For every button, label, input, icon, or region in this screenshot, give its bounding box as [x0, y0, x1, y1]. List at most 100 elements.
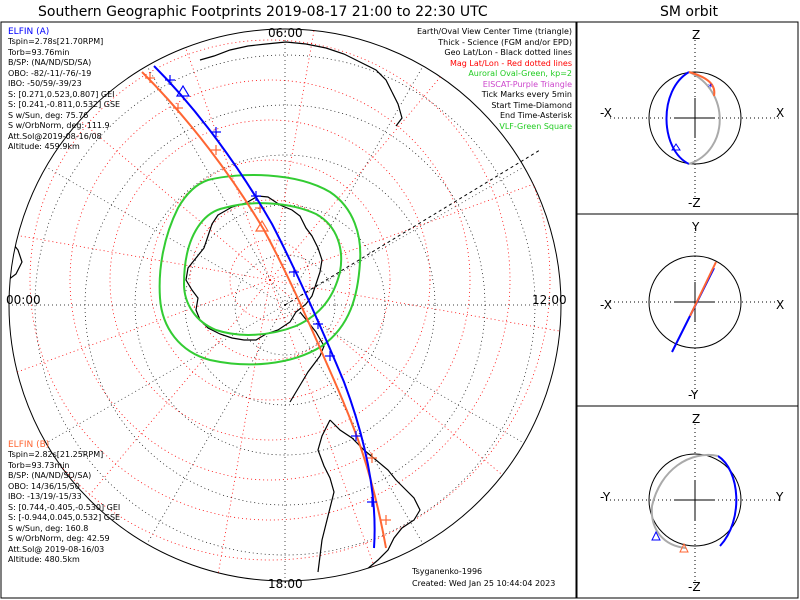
mag-lon-line	[269, 279, 524, 493]
info-line: S: [0.271,0.523,0.807] GEI	[8, 89, 115, 99]
orbit-axis-label: X	[776, 106, 785, 120]
orbit-axis-label: Z	[692, 412, 701, 426]
info-line: S w/OrbNorm, deg: 42.59	[8, 534, 110, 543]
orbit-panel-frame-3	[576, 405, 799, 599]
south-america-west-coast	[317, 419, 335, 573]
elfin-b-track	[141, 71, 391, 549]
auroral-oval-inner	[182, 202, 343, 336]
info-line: B/SP: (NA/ND/SD/SA)	[8, 471, 92, 480]
orbit-b	[689, 261, 717, 317]
elfin-b-footprint-line	[141, 71, 387, 549]
info-line: S w/Sun, deg: 160.8	[8, 523, 89, 533]
earth-circle	[648, 71, 742, 165]
view-triangle	[671, 143, 681, 151]
end-asterisk: *	[708, 83, 713, 93]
orbit-b	[650, 454, 719, 549]
view-center-triangle-a	[175, 84, 191, 97]
auroral-ovals	[158, 174, 362, 366]
mlt-label-left: 00:00	[6, 293, 41, 307]
africa-coastline	[199, 41, 393, 93]
geo-latlon-grid	[9, 29, 561, 581]
legend-item: VLF-Green Square	[499, 121, 572, 131]
mlt-label-bottom: 18:00	[268, 577, 303, 591]
elfin-a-info: ELFIN (A) Tspin=2.78s[21.70RPM] Torb=93.7…	[8, 27, 120, 153]
mag-lat-circle	[189, 199, 351, 361]
mag-lat-circle	[149, 159, 391, 401]
orbit-axis-label: -X	[600, 106, 612, 120]
figure-title: Southern Geographic Footprints 2019-08-1…	[38, 4, 488, 20]
elfin-a-title: ELFIN (A)	[8, 27, 50, 37]
legend-item: Start Time-Diamond	[491, 100, 572, 110]
legend-item: EISCAT-Purple Triangle	[482, 79, 572, 89]
info-line: S: [0.744,-0.405,-0.530] GEI	[8, 502, 121, 512]
orbit-a	[717, 455, 738, 547]
mag-lon-line	[9, 222, 271, 281]
elfin-b-info: ELFIN (B) Tspin=2.82s[21.25RPM] Torb=93.7…	[8, 440, 120, 566]
info-line: Altitude: 459.9km	[8, 142, 80, 151]
elfin-a-tick-marks	[165, 75, 377, 507]
legend-item: Earth/Oval View Center Time (triangle)	[416, 27, 572, 36]
elfin-a-track	[153, 65, 377, 549]
mag-lon-line	[269, 279, 561, 338]
view-direction-line	[284, 149, 541, 306]
mag-lon-line	[156, 29, 271, 281]
geo-lat-circle	[34, 54, 536, 556]
geo-lon-line	[134, 304, 286, 565]
geo-lat-circle	[134, 154, 436, 456]
earth-circle	[648, 255, 742, 349]
earth-circle	[648, 453, 742, 547]
info-line: S: [0.241,-0.811,0.532] GSE	[8, 100, 121, 109]
view-triangle-b	[679, 542, 689, 553]
orbit-panel-yz	[610, 420, 780, 590]
info-line: OBO: -82/-11/-76/-19	[8, 68, 92, 78]
geo-lat-circle	[234, 254, 336, 356]
orbit-a-segment	[688, 71, 716, 97]
mlt-label-top: 06:00	[268, 26, 303, 40]
model-credit: Tsyganenko-1996	[412, 567, 483, 576]
created-timestamp: Created: Wed Jan 25 10:44:04 2023	[412, 579, 556, 588]
info-line: Att.Sol@2019-08-16/08	[8, 131, 102, 141]
mag-lon-line	[269, 166, 561, 281]
antarctica-coastline	[185, 195, 323, 341]
mag-lat-circle	[69, 79, 471, 481]
info-line: Tspin=2.82s[21.25RPM]	[8, 450, 104, 459]
orbit-axis-label: X	[776, 298, 785, 312]
australia-coastline	[9, 239, 23, 281]
orbit-axis-label: Y	[692, 220, 700, 234]
orbit-axis-label: -Z	[688, 196, 701, 210]
legend-item: Thick - Science (FGM and/or EPD)	[438, 37, 572, 47]
mag-lat-circle	[109, 119, 431, 441]
info-line: Altitude: 480.5km	[8, 555, 80, 564]
orbit-panel-xy	[610, 228, 780, 394]
orbit-title: SM orbit	[660, 4, 719, 20]
info-line: B/SP: (NA/ND/SD/SA)	[8, 58, 92, 67]
south-america-coastline	[329, 419, 421, 581]
orbit-axis-label: Z	[692, 28, 701, 42]
info-line: Torb=93.76min	[8, 47, 70, 57]
orbit-axis-label: -Y	[600, 490, 611, 504]
orbit-axis-label: Y	[776, 490, 784, 504]
info-line: S: [-0.944,0.045,0.532] GSE	[8, 513, 121, 522]
mag-lat-circle	[29, 39, 511, 521]
antarctic-peninsula	[289, 311, 325, 403]
orbit-b	[688, 71, 721, 165]
orbit-a	[665, 71, 690, 165]
info-line: S w/Sun, deg: 75.76	[8, 110, 89, 120]
mag-lon-line	[269, 279, 384, 581]
mag-latlon-grid	[9, 29, 561, 581]
orbit-panel-xz: *	[610, 36, 780, 200]
mag-lon-line	[57, 279, 271, 534]
mlt-label-right: 12:00	[532, 293, 567, 307]
info-line: OBO: 14/36/15/50	[8, 481, 80, 491]
view-center-triangle-b	[254, 219, 270, 232]
elfin-b-tick-marks	[145, 73, 391, 525]
mag-lon-line	[212, 279, 271, 581]
geo-lon-line	[284, 154, 545, 306]
orbit-axis-label: -X	[600, 298, 612, 312]
auroral-oval-outer	[158, 174, 362, 366]
orbit-axis-label: -Y	[688, 388, 699, 402]
mag-lat-circle	[9, 29, 551, 561]
geo-lon-line	[25, 154, 286, 306]
legend-item: Auroral Oval-Green, kp=2	[468, 69, 572, 78]
